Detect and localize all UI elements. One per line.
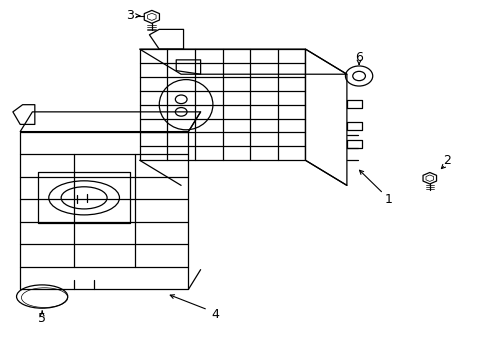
- Text: 6: 6: [354, 51, 362, 64]
- Text: 5: 5: [38, 311, 46, 325]
- Text: 4: 4: [211, 308, 219, 321]
- Text: 3: 3: [126, 9, 134, 22]
- Text: 2: 2: [442, 154, 450, 167]
- Text: 1: 1: [384, 193, 391, 206]
